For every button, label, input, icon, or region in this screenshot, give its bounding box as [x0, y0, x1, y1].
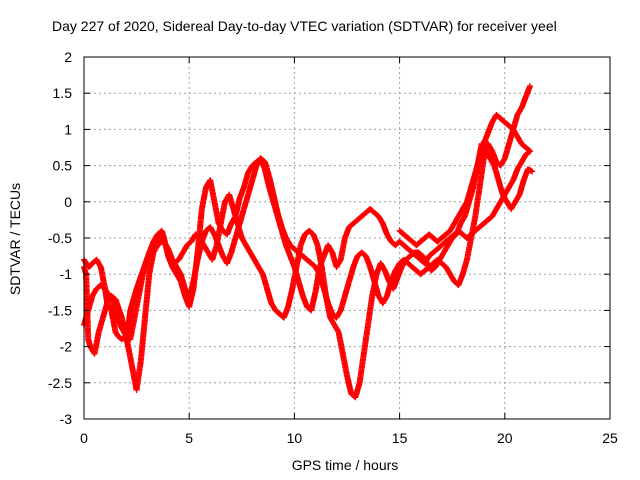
y-tick-label: -3 [60, 411, 73, 427]
x-tick-label: 5 [185, 430, 193, 446]
y-tick-label: 0.5 [53, 158, 73, 174]
data-point-markers [396, 111, 533, 249]
series-track-a [81, 148, 533, 343]
y-tick-label: -2.5 [48, 375, 72, 391]
x-tick-label: 0 [80, 430, 88, 446]
y-tick-label: 1 [64, 121, 72, 137]
data-point-markers [81, 140, 536, 401]
x-tick-label: 25 [602, 430, 618, 446]
y-tick-label: 0 [64, 194, 72, 210]
y-tick-label: -1 [60, 266, 73, 282]
grid-layer [84, 57, 610, 419]
tick-label-layer: 0 5 10 15 20 25 -3 -2.5 -2 -1.5 -1 -0.5 0 0.5 1 1.5 2 [48, 49, 618, 446]
data-layer [81, 83, 536, 401]
y-axis-label: SDTVAR / TECUs [7, 183, 23, 295]
series-track-b [81, 140, 536, 401]
x-tick-label: 10 [287, 430, 303, 446]
x-axis-label: GPS time / hours [292, 457, 399, 473]
chart-title: Day 227 of 2020, Sidereal Day-to-day VTE… [52, 18, 557, 34]
y-tick-label: -1.5 [48, 302, 72, 318]
y-tick-label: 1.5 [53, 85, 73, 101]
x-tick-label: 20 [497, 430, 513, 446]
series-track-d [396, 111, 533, 249]
tick-layer [83, 56, 611, 420]
x-tick-label: 15 [392, 430, 408, 446]
y-tick-label: -0.5 [48, 230, 72, 246]
y-tick-label: -2 [60, 339, 73, 355]
data-point-markers [81, 148, 533, 343]
y-tick-label: 2 [64, 49, 72, 65]
